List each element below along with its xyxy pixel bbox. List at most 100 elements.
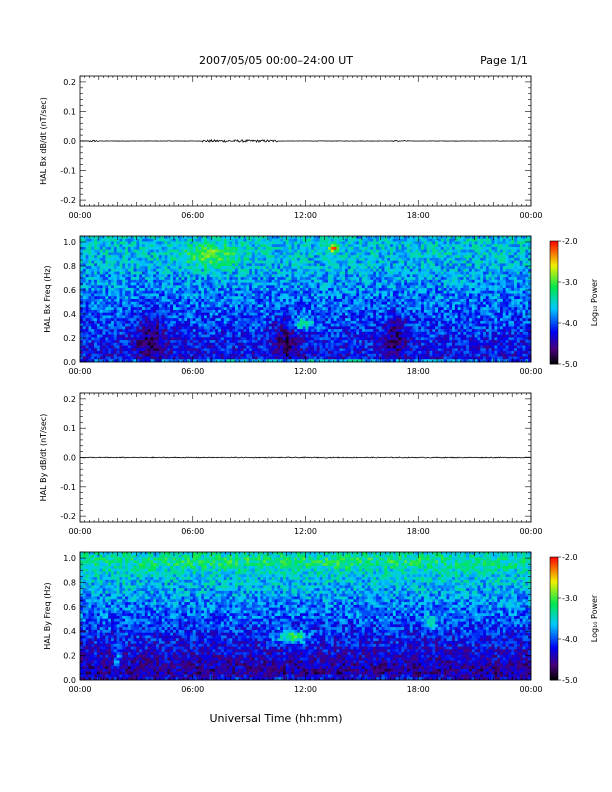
bx-spec-cell — [88, 296, 92, 300]
bx-spec-cell — [342, 301, 346, 305]
bx-spec-cell — [516, 293, 521, 297]
bx-spec-cell — [511, 288, 515, 292]
bx-spec-cell — [322, 279, 326, 283]
bx-spec-cell — [116, 271, 120, 275]
bx-spec-cell — [102, 312, 106, 316]
bx-spec-cell — [381, 290, 385, 294]
bx-spec-cell — [170, 266, 174, 270]
bx-spec-cell — [139, 236, 143, 240]
bx-spec-cell — [88, 301, 92, 305]
bx-spec-cell — [364, 274, 368, 278]
bx-spec-cell — [139, 279, 143, 283]
bx-spec-cell — [516, 277, 521, 281]
bx-spec-cell — [254, 274, 258, 278]
bx-spec-cell — [308, 282, 312, 286]
bx-spec-cell — [423, 271, 428, 275]
bx-spec-cell — [421, 309, 425, 313]
bx-spec-cell — [302, 290, 306, 294]
bx-spec-cell — [330, 290, 334, 294]
bx-spec-cell — [257, 315, 261, 319]
bx-spec-cell — [350, 309, 354, 313]
bx-spec-cell — [142, 315, 146, 319]
bx-spec-cell — [454, 285, 459, 289]
bx-spec-cell — [361, 290, 365, 294]
bx-spec-cell — [412, 304, 416, 308]
bx-spec-cell — [105, 249, 109, 253]
bx-spec-cell — [204, 274, 208, 278]
bx-spec-cell — [454, 241, 459, 245]
bx-spec-cell — [215, 238, 219, 242]
bx-spec-cell — [471, 257, 475, 261]
bx-spec-cell — [274, 246, 278, 250]
bx-spec-cell — [133, 309, 137, 313]
bx-spec-cell — [271, 249, 275, 253]
bx-spec-cell — [198, 246, 202, 250]
bx-spec-cell — [82, 309, 86, 313]
bx-spec-cell — [105, 263, 109, 267]
bx-spec-cell — [390, 296, 394, 300]
bx-spec-cell — [212, 274, 216, 278]
bx-spec-cell — [237, 249, 241, 253]
bx-spec-cell — [80, 268, 84, 272]
bx-spec-cell — [282, 290, 287, 294]
bx-spec-cell — [347, 246, 351, 250]
bx-spec-cell — [294, 252, 298, 256]
bx-spec-cell — [418, 268, 422, 272]
bx-spec-cell — [508, 268, 512, 272]
bx-spec-cell — [401, 244, 405, 248]
bx-spec-cell — [499, 312, 504, 316]
bx-spec-cell — [88, 312, 92, 316]
bx-spec-cell — [432, 263, 436, 267]
bx-spec-cell — [483, 293, 487, 297]
bx-spec-cell — [409, 277, 413, 281]
bx-spec-cell — [452, 266, 456, 270]
bx-spec-cell — [350, 241, 354, 245]
bx-spec-cell — [516, 279, 521, 283]
bx-spec-cell — [201, 309, 205, 313]
bx-spec-cell — [122, 263, 126, 267]
bx-spec-cell — [254, 257, 258, 261]
bx-spec-cell — [288, 249, 292, 253]
bx-spec-cell — [454, 268, 459, 272]
bx-spec-cell — [240, 301, 244, 305]
bx-spec-cell — [356, 307, 360, 311]
bx-spec-cell — [158, 288, 163, 292]
bx-spec-cell — [522, 236, 526, 240]
bx-spec-cell — [437, 268, 442, 272]
bx-spec-cell — [480, 260, 484, 264]
bx-spec-cell — [147, 274, 151, 278]
bx-spec-cell — [280, 268, 284, 272]
bx-spec-cell — [477, 309, 481, 313]
bx-spec-cell — [505, 271, 509, 275]
bx-spec-cell — [378, 238, 382, 242]
bx-spec-cell — [302, 277, 306, 281]
bx-spec-cell — [378, 244, 382, 248]
bx-spec-cell — [130, 299, 134, 303]
bx-spec-cell — [384, 238, 388, 242]
bx-spec-cell — [319, 266, 323, 270]
bx-spec-cell — [156, 260, 160, 264]
bx-spec-cell — [398, 301, 402, 305]
bx-spec-cell — [474, 236, 478, 240]
bx-spec-cell — [297, 241, 301, 245]
bx-spec-cell — [437, 296, 442, 300]
bx-spec-cell — [398, 249, 402, 253]
bx-spec-cell — [184, 271, 188, 275]
bx-spec-cell — [178, 279, 182, 283]
bx-spec-cell — [378, 307, 382, 311]
bx-spec-cell — [505, 255, 509, 259]
bx-spec-cell — [474, 282, 478, 286]
bx-spec-cell — [139, 274, 143, 278]
bx-spec-cell — [330, 299, 334, 303]
bx-spec-cell — [105, 257, 109, 261]
bx-spec-cell — [381, 312, 385, 316]
bx-spec-cell — [229, 260, 233, 264]
bx-spec-cell — [452, 263, 456, 267]
bx-spec-cell — [347, 260, 351, 264]
bx-spec-cell — [353, 293, 357, 297]
bx-spec-cell — [251, 285, 256, 289]
bx-spec-cell — [423, 263, 428, 267]
bx-spec-cell — [206, 241, 210, 245]
bx-spec-cell — [108, 307, 112, 311]
bx-spec-cell — [437, 255, 442, 259]
